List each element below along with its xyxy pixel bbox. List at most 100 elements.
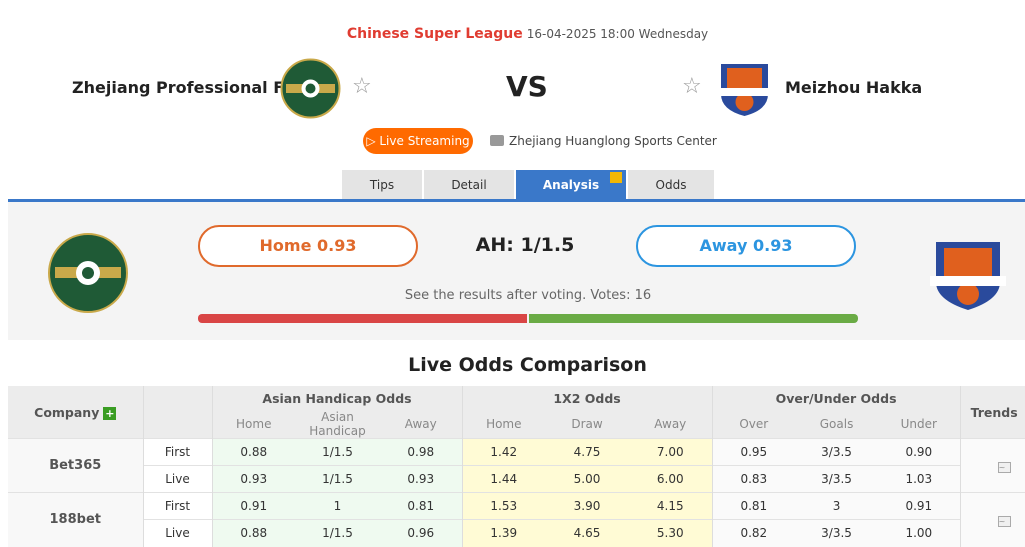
odds-cell: 0.83 bbox=[711, 465, 796, 493]
tab-detail[interactable]: Detail bbox=[424, 170, 514, 200]
subheader-draw: Draw bbox=[545, 410, 630, 439]
odds-type: First bbox=[142, 492, 212, 520]
odds-cell: 3/3.5 bbox=[795, 465, 879, 493]
odds-cell: 1.42 bbox=[461, 438, 546, 466]
trends-cell: ~ bbox=[959, 438, 1025, 493]
league-link[interactable]: Chinese Super League bbox=[346, 26, 523, 42]
subheader-over: Over bbox=[711, 410, 796, 439]
table-row: 188bet First 0.91 1 0.81 1.53 3.90 4.15 0.81 3 0.9… bbox=[8, 492, 1025, 547]
odds-cell: 0.98 bbox=[380, 438, 463, 466]
company-name[interactable]: Bet365 bbox=[8, 438, 143, 493]
x12-header: 1X2 Odds bbox=[461, 386, 713, 410]
company-header: Company + bbox=[8, 386, 143, 439]
tab-analysis[interactable]: Analysis bbox=[516, 170, 626, 200]
odds-cell: 3/3.5 bbox=[795, 438, 879, 466]
vote-bar-away bbox=[529, 314, 858, 323]
vote-home-button[interactable]: Home 0.93 bbox=[198, 225, 418, 267]
trend-chart-icon[interactable]: ~ bbox=[997, 515, 1011, 527]
stadium-icon bbox=[490, 135, 504, 146]
live-streaming-button[interactable]: ▷ Live Streaming bbox=[363, 128, 473, 154]
odds-cell: 0.82 bbox=[711, 519, 796, 547]
odds-cell: 7.00 bbox=[629, 438, 713, 466]
odds-cell: 1.53 bbox=[461, 492, 546, 520]
subheader-away: Away bbox=[629, 410, 713, 439]
company-name[interactable]: 188bet bbox=[8, 492, 143, 547]
company-header-label: Company bbox=[34, 404, 100, 420]
odds-cell: 0.91 bbox=[878, 492, 961, 520]
odds-cell: 5.30 bbox=[629, 519, 713, 547]
odds-cell: 0.88 bbox=[211, 438, 295, 466]
venue-name: Zhejiang Huanglong Sports Center bbox=[509, 134, 717, 148]
odds-cell: 0.93 bbox=[211, 465, 295, 493]
odds-cell: 0.91 bbox=[211, 492, 295, 520]
odds-cell: 4.65 bbox=[545, 519, 630, 547]
trends-cell: ~ bbox=[959, 492, 1025, 547]
home-team-logo-large bbox=[48, 233, 128, 313]
home-team-logo bbox=[280, 58, 341, 119]
trend-chart-icon[interactable]: ~ bbox=[997, 461, 1011, 473]
odds-cell: 1.03 bbox=[878, 465, 961, 493]
odds-cell: 3.90 bbox=[545, 492, 630, 520]
tab-tips[interactable]: Tips bbox=[342, 170, 422, 200]
odds-cell: 0.81 bbox=[380, 492, 463, 520]
type-header bbox=[142, 386, 212, 439]
ah-header: Asian Handicap Odds bbox=[211, 386, 463, 410]
odds-cell: 1/1.5 bbox=[295, 519, 380, 547]
odds-cell: 1.00 bbox=[878, 519, 961, 547]
away-team-name[interactable]: Meizhou Hakka bbox=[785, 78, 923, 97]
odds-cell: 0.90 bbox=[878, 438, 961, 466]
asian-handicap-label: AH: 1/1.5 bbox=[475, 234, 575, 256]
ou-header: Over/Under Odds bbox=[711, 386, 961, 410]
odds-cell: 1 bbox=[295, 492, 380, 520]
odds-type: Live bbox=[142, 465, 212, 493]
match-datetime: 16-04-2025 18:00 Wednesday bbox=[526, 27, 709, 41]
odds-cell: 4.15 bbox=[629, 492, 713, 520]
odds-cell: 1/1.5 bbox=[295, 438, 380, 466]
favorite-home-star-icon[interactable]: ☆ bbox=[352, 74, 372, 99]
tab-divider bbox=[8, 199, 1025, 202]
venue: Zhejiang Huanglong Sports Center bbox=[490, 134, 717, 148]
subheader-under: Under bbox=[878, 410, 961, 439]
odds-table: Company + Asian Handicap Odds 1X2 Odds Ov… bbox=[8, 386, 1025, 547]
odds-cell: 1/1.5 bbox=[295, 465, 380, 493]
table-row: Live 0.88 1/1.5 0.96 1.39 4.65 5.30 0.82 3/3.5 1.… bbox=[8, 519, 1025, 547]
odds-cell: 3/3.5 bbox=[795, 519, 879, 547]
subheader-away: Away bbox=[380, 410, 463, 439]
odds-cell: 6.00 bbox=[629, 465, 713, 493]
subheader-goals: Goals bbox=[795, 410, 879, 439]
odds-cell: 1.39 bbox=[461, 519, 546, 547]
away-team-logo-large bbox=[930, 242, 1006, 310]
match-header-line: Chinese Super League 16-04-2025 18:00 Wed… bbox=[0, 26, 1025, 42]
tab-odds[interactable]: Odds bbox=[628, 170, 714, 200]
odds-cell: 0.95 bbox=[711, 438, 796, 466]
vote-bar-home bbox=[198, 314, 527, 323]
odds-section-title: Live Odds Comparison bbox=[408, 354, 647, 376]
vote-note: See the results after voting. Votes: 16 bbox=[404, 288, 652, 303]
add-company-plus-icon[interactable]: + bbox=[103, 406, 117, 420]
live-streaming-label: Live Streaming bbox=[379, 134, 470, 148]
odds-cell: 0.93 bbox=[380, 465, 463, 493]
odds-cell: 5.00 bbox=[545, 465, 630, 493]
odds-cell: 0.81 bbox=[711, 492, 796, 520]
odds-cell: 0.88 bbox=[211, 519, 295, 547]
away-team-logo bbox=[719, 64, 770, 116]
subheader-home: Home bbox=[211, 410, 295, 439]
trends-header: Trends bbox=[959, 386, 1025, 439]
vs-label: VS bbox=[506, 70, 548, 103]
odds-cell: 1.44 bbox=[461, 465, 546, 493]
play-icon: ▷ bbox=[366, 134, 380, 148]
table-row: Bet365 First 0.88 1/1.5 0.98 1.42 4.75 7.00 0.95… bbox=[8, 438, 1025, 493]
subheader-home: Home bbox=[461, 410, 546, 439]
odds-type: First bbox=[142, 438, 212, 466]
favorite-away-star-icon[interactable]: ☆ bbox=[682, 74, 702, 99]
odds-cell: 3 bbox=[795, 492, 879, 520]
vote-away-button[interactable]: Away 0.93 bbox=[636, 225, 856, 267]
home-team-name[interactable]: Zhejiang Professional FC bbox=[72, 78, 296, 97]
odds-cell: 4.75 bbox=[545, 438, 630, 466]
table-row: Live 0.93 1/1.5 0.93 1.44 5.00 6.00 0.83 3/3.5 1.… bbox=[8, 465, 1025, 493]
odds-type: Live bbox=[142, 519, 212, 547]
subheader-asian-handicap: Asian Handicap bbox=[295, 410, 380, 439]
gift-icon bbox=[610, 172, 622, 183]
odds-cell: 0.96 bbox=[380, 519, 463, 547]
tab-analysis-label: Analysis bbox=[542, 178, 600, 192]
